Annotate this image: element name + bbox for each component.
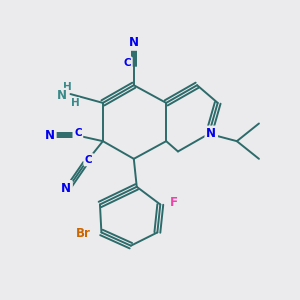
Text: N: N	[45, 129, 55, 142]
Text: H: H	[63, 82, 72, 92]
Text: C: C	[74, 128, 82, 138]
Text: N: N	[206, 127, 216, 140]
Text: N: N	[57, 89, 67, 102]
Text: H: H	[70, 98, 79, 108]
Text: N: N	[61, 182, 71, 195]
Text: C: C	[124, 58, 131, 68]
Text: F: F	[169, 196, 178, 209]
Text: C: C	[85, 155, 93, 165]
Text: N: N	[129, 36, 139, 49]
Text: Br: Br	[76, 227, 91, 240]
